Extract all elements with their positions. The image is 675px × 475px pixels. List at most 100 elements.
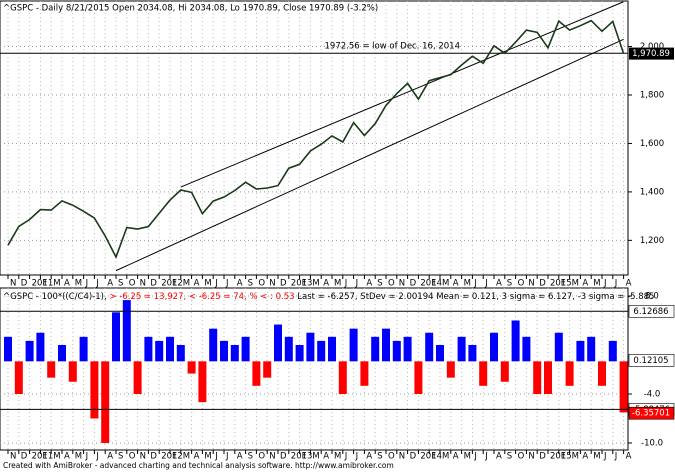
bar xyxy=(79,336,88,362)
y-tick-label: -4.0 xyxy=(644,389,661,399)
x-tick-label: A xyxy=(626,279,632,289)
pane-frame xyxy=(0,287,629,451)
footer: Created with AmiBroker - advanced charti… xyxy=(3,461,394,470)
x-tick-label: A xyxy=(107,452,113,462)
last-value-box xyxy=(629,47,674,60)
x-tick-label: 2015 xyxy=(550,452,572,462)
x-tick-label: A xyxy=(194,452,200,462)
x-tick-label: A xyxy=(237,452,243,462)
bar xyxy=(295,344,304,362)
x-tick-label: M xyxy=(593,279,600,289)
x-tick-label: N xyxy=(399,452,405,462)
title-part: ^GSPC - 100*((C/C4)-1), xyxy=(3,292,107,302)
x-tick-label: 2011 xyxy=(32,452,54,462)
bar xyxy=(220,340,228,362)
bar xyxy=(479,361,488,386)
x-tick-label: J xyxy=(355,279,359,289)
x-tick-label: S xyxy=(507,452,512,462)
x-tick-label: D xyxy=(21,452,28,462)
bar xyxy=(112,312,120,362)
x-tick-label: A xyxy=(64,279,70,289)
y-tick-label: 2,000 xyxy=(640,42,664,52)
trendline xyxy=(115,38,624,272)
bar xyxy=(25,340,34,362)
x-tick-label: D xyxy=(410,279,417,289)
x-tick-label: M xyxy=(53,279,60,289)
x-tick-label: J xyxy=(225,279,229,289)
x-tick-label: A xyxy=(453,452,459,462)
bar xyxy=(90,361,99,419)
value-box-label: 0.12105 xyxy=(633,356,668,366)
x-tick-label: F xyxy=(431,452,436,462)
x-tick-label: J xyxy=(85,279,89,289)
x-tick-label: O xyxy=(129,279,136,289)
x-tick-label: F xyxy=(172,279,177,289)
bar xyxy=(544,361,552,394)
x-tick-label: J xyxy=(214,279,218,289)
bar xyxy=(425,332,434,362)
x-tick-label: M xyxy=(572,279,579,289)
bar xyxy=(144,336,153,362)
x-tick-label: N xyxy=(140,279,146,289)
x-tick-label: J xyxy=(603,452,607,462)
x-tick-label: A xyxy=(496,452,502,462)
x-tick-label: M xyxy=(75,279,82,289)
x-tick-label: J xyxy=(473,452,477,462)
x-tick-label: D xyxy=(539,452,546,462)
x-tick-label: O xyxy=(518,279,525,289)
bar xyxy=(392,340,401,362)
x-tick-label: A xyxy=(237,279,243,289)
x-tick-label: S xyxy=(118,452,123,462)
bar xyxy=(166,336,174,362)
x-tick-label: S xyxy=(507,279,512,289)
bar xyxy=(198,361,207,403)
x-tick-label: O xyxy=(388,279,395,289)
bar xyxy=(565,361,574,386)
x-tick-label: M xyxy=(53,452,60,462)
price-line xyxy=(7,19,625,260)
x-tick-label: 2013 xyxy=(291,279,313,289)
x-tick-label: J xyxy=(225,452,229,462)
bar xyxy=(328,336,336,362)
value-box-label: 6.12686 xyxy=(633,307,668,317)
x-tick-label: N xyxy=(10,452,16,462)
bar xyxy=(500,361,509,382)
bar xyxy=(317,340,326,362)
bar xyxy=(284,336,293,362)
x-tick-label: A xyxy=(107,279,113,289)
x-tick-label: N xyxy=(269,279,275,289)
bar xyxy=(587,336,596,362)
bar xyxy=(338,361,347,394)
x-tick-label: O xyxy=(129,452,136,462)
bar xyxy=(58,344,66,362)
pane-frame xyxy=(0,0,629,276)
x-tick-label: D xyxy=(150,452,157,462)
title-part: Last = -6.257, StDev = 2.00194 Mean = 0.… xyxy=(295,292,655,302)
x-tick-label: S xyxy=(118,279,123,289)
x-tick-label: M xyxy=(334,279,341,289)
x-tick-label: N xyxy=(528,452,534,462)
x-tick-label: J xyxy=(484,279,488,289)
x-tick-label: J xyxy=(614,452,618,462)
bar xyxy=(576,340,585,362)
x-tick-label: M xyxy=(464,279,471,289)
x-tick-label: J xyxy=(95,279,99,289)
bar xyxy=(382,328,390,362)
x-tick-label: A xyxy=(453,279,459,289)
x-tick-label: J xyxy=(484,452,488,462)
bar xyxy=(619,361,628,413)
bar xyxy=(533,361,542,394)
x-tick-label: J xyxy=(603,279,607,289)
bar xyxy=(468,344,477,362)
x-tick-label: O xyxy=(388,452,395,462)
reference-label: 1972.56 = low of Dec. 16, 2014 xyxy=(325,42,461,52)
x-tick-label: D xyxy=(539,279,546,289)
x-tick-label: O xyxy=(518,452,525,462)
x-tick-label: M xyxy=(442,279,449,289)
x-tick-label: 2011 xyxy=(32,279,54,289)
bar xyxy=(349,328,358,362)
x-tick-label: J xyxy=(473,279,477,289)
x-tick-label: D xyxy=(21,279,28,289)
